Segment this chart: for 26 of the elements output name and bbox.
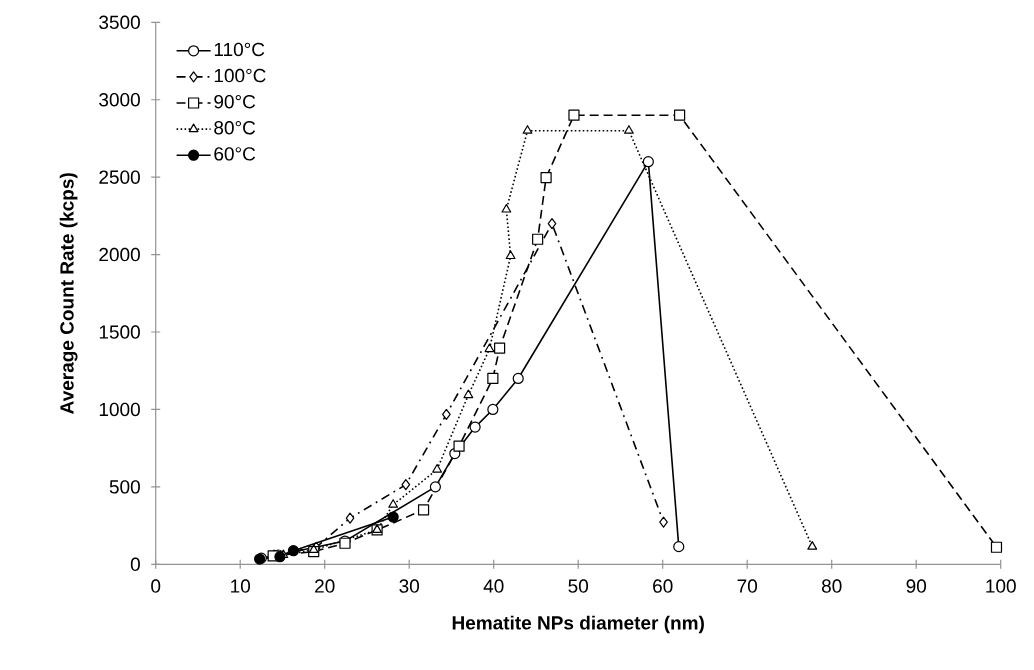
x-tick-label: 0 — [151, 579, 161, 593]
x-tick-label: 60 — [653, 579, 673, 593]
legend-label: 80°C — [214, 121, 256, 135]
y-axis-title: Average Count Rate (kcps) — [59, 173, 78, 414]
x-tick-label: 20 — [315, 579, 335, 593]
legend-label: 90°C — [214, 94, 256, 109]
x-tick-label: 70 — [737, 579, 758, 593]
y-tick-label: 1500 — [99, 325, 140, 339]
x-tick-label: 50 — [568, 579, 589, 593]
x-tick-label: 10 — [231, 579, 251, 593]
x-tick-label: 90 — [906, 579, 927, 593]
y-tick-label: 3000 — [99, 93, 140, 107]
x-axis-title: Hematite NPs diameter (nm) — [452, 615, 704, 634]
y-tick-label: 3500 — [99, 15, 140, 30]
legend-label: 60°C — [214, 147, 256, 161]
x-tick-label: 40 — [483, 579, 504, 593]
y-tick-label: 0 — [130, 557, 140, 572]
y-tick-label: 2500 — [99, 170, 140, 184]
y-tick-label: 1000 — [99, 402, 140, 417]
legend-label: 100°C — [214, 68, 266, 83]
y-tick-label: 500 — [109, 480, 140, 494]
legend-label: 110°C — [214, 42, 265, 57]
y-tick-label: 2000 — [99, 247, 140, 262]
x-tick-label: 80 — [821, 579, 842, 593]
x-tick-label: 30 — [399, 579, 420, 593]
x-tick-label: 100 — [986, 579, 1016, 593]
